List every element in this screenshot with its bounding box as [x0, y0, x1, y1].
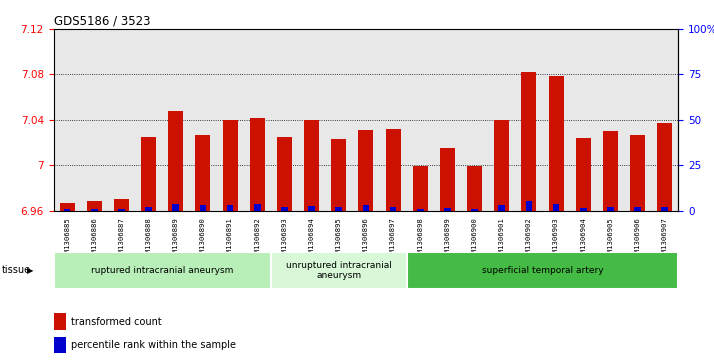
Bar — [172, 204, 179, 211]
Bar — [658, 123, 672, 211]
Bar — [304, 120, 319, 211]
Bar — [196, 135, 211, 211]
Bar — [227, 205, 233, 211]
Bar — [331, 139, 346, 211]
Bar — [390, 207, 396, 211]
Bar — [440, 148, 455, 211]
Bar — [54, 313, 66, 330]
Bar — [223, 120, 238, 211]
Bar — [91, 209, 98, 211]
Bar — [64, 209, 71, 211]
Bar — [54, 337, 66, 354]
Bar — [553, 204, 560, 211]
Text: ruptured intracranial aneurysm: ruptured intracranial aneurysm — [91, 266, 233, 275]
Bar — [60, 203, 74, 211]
Bar — [141, 137, 156, 211]
Text: percentile rank within the sample: percentile rank within the sample — [71, 340, 236, 350]
Bar — [607, 207, 614, 211]
Bar — [277, 137, 292, 211]
Bar — [271, 252, 407, 289]
Text: transformed count: transformed count — [71, 317, 162, 327]
Bar — [145, 207, 152, 211]
Bar — [494, 120, 509, 211]
Text: superficial temporal artery: superficial temporal artery — [482, 266, 603, 275]
Bar — [548, 76, 563, 211]
Text: ▶: ▶ — [27, 266, 34, 275]
Bar — [580, 208, 587, 211]
Text: GDS5186 / 3523: GDS5186 / 3523 — [54, 15, 150, 28]
Bar — [250, 118, 265, 211]
Bar — [358, 130, 373, 211]
Bar — [281, 207, 288, 211]
Bar — [471, 209, 478, 211]
Bar — [603, 131, 618, 211]
Bar — [521, 72, 536, 211]
Bar — [308, 206, 315, 211]
Bar — [526, 201, 532, 211]
Text: tissue: tissue — [1, 265, 31, 276]
Bar — [661, 207, 668, 211]
Bar — [575, 138, 590, 211]
Bar — [169, 111, 183, 211]
Bar — [118, 209, 125, 211]
Text: unruptured intracranial
aneurysm: unruptured intracranial aneurysm — [286, 261, 392, 280]
Bar — [386, 129, 401, 211]
Bar — [498, 205, 505, 211]
Bar — [417, 209, 423, 211]
Bar — [467, 166, 482, 211]
Bar — [407, 252, 678, 289]
Bar — [200, 205, 206, 211]
Bar — [630, 135, 645, 211]
Bar — [87, 201, 102, 211]
Bar — [336, 207, 342, 211]
Bar — [254, 204, 261, 211]
Bar — [634, 207, 641, 211]
Bar — [54, 252, 271, 289]
Bar — [444, 208, 451, 211]
Bar — [413, 166, 428, 211]
Bar — [114, 199, 129, 211]
Bar — [363, 205, 369, 211]
